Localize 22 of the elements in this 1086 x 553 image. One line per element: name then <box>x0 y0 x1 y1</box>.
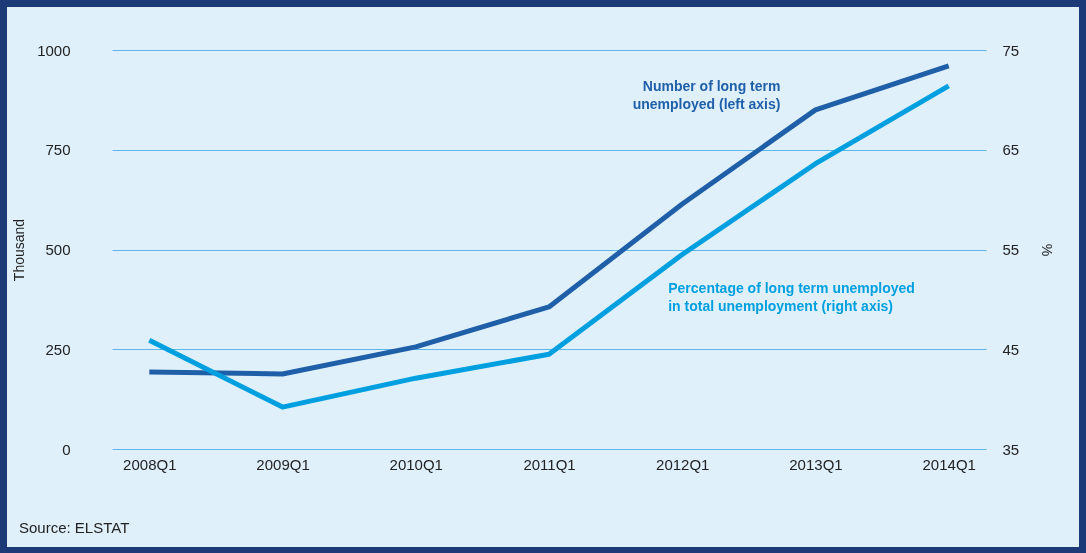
series-label: Percentage of long term unemployed in total unemployment (right axis) <box>668 280 915 314</box>
source-note: Source: ELSTAT <box>19 519 130 536</box>
x-tick-label: 2011Q1 <box>523 455 576 473</box>
x-tick-label: 2009Q1 <box>256 455 310 473</box>
y-tick-label: 0 <box>62 440 71 458</box>
y-tick-label: 500 <box>45 241 71 258</box>
y2-tick-label: 55 <box>1002 241 1020 258</box>
x-tick-label: 2013Q1 <box>789 455 843 473</box>
y-axis-title: Thousand <box>11 218 28 282</box>
y2-axis-title: % <box>1039 243 1056 257</box>
y-tick-label: 250 <box>45 340 71 358</box>
x-tick-label: 2008Q1 <box>123 455 177 473</box>
y2-tick-label: 35 <box>1002 440 1020 458</box>
y2-tick-label: 45 <box>1002 340 1020 358</box>
y-tick-label: 1000 <box>37 41 71 59</box>
series-label: Number of long term unemployed (left axis) <box>632 78 781 112</box>
y2-tick-label: 65 <box>1002 141 1020 159</box>
x-tick-label: 2010Q1 <box>389 455 443 473</box>
y-tick-label: 750 <box>45 141 71 159</box>
x-tick-label: 2012Q1 <box>656 455 710 473</box>
y2-tick-label: 75 <box>1002 41 1020 59</box>
x-tick-label: 2014Q1 <box>922 455 976 473</box>
